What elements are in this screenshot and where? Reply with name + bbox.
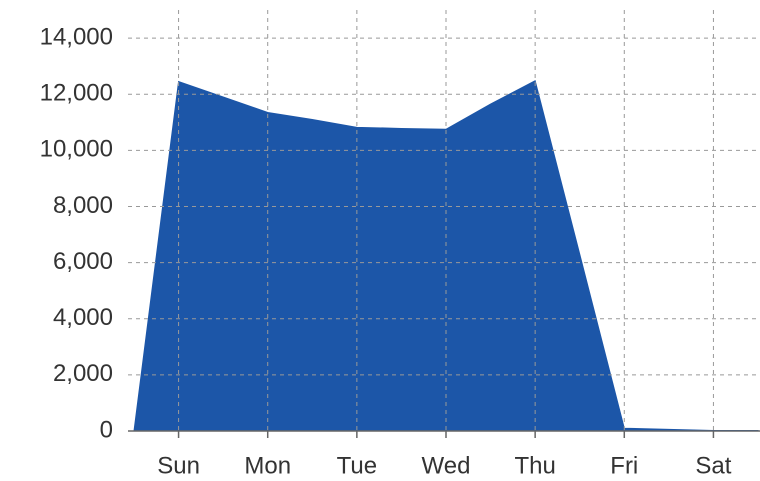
y-tick-label: 2,000 bbox=[53, 360, 113, 387]
x-tick-label: Sun bbox=[157, 452, 200, 479]
x-tick-label: Mon bbox=[244, 452, 291, 479]
x-tick-label: Thu bbox=[514, 452, 555, 479]
y-tick-label: 4,000 bbox=[53, 304, 113, 331]
x-tick-label: Fri bbox=[610, 452, 638, 479]
x-tick-label: Sat bbox=[695, 452, 731, 479]
y-tick-label: 14,000 bbox=[40, 23, 113, 50]
y-tick-label: 12,000 bbox=[40, 80, 113, 107]
y-tick-label: 10,000 bbox=[40, 136, 113, 163]
y-tick-label: 0 bbox=[100, 416, 113, 443]
y-tick-label: 6,000 bbox=[53, 248, 113, 275]
x-tick-label: Wed bbox=[422, 452, 471, 479]
y-tick-label: 8,000 bbox=[53, 192, 113, 219]
x-tick-label: Tue bbox=[337, 452, 377, 479]
